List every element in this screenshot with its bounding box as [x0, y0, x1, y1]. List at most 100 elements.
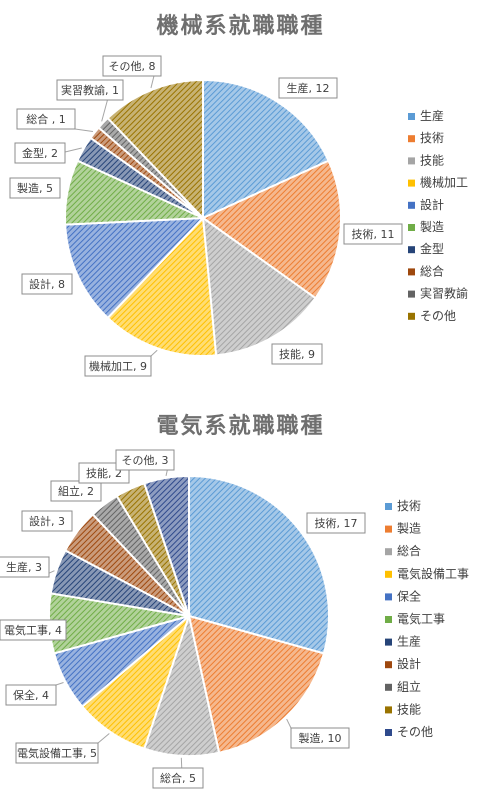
data-label-text: 組立, 2	[58, 484, 94, 498]
legend-entry: 金型	[420, 241, 444, 256]
legend-swatch	[408, 201, 415, 209]
legend-entry: 生産	[397, 634, 421, 649]
data-label: 金型, 2	[14, 142, 66, 164]
data-label-text: 製造, 10	[299, 731, 342, 745]
legend-entry: 電気工事	[397, 611, 445, 626]
data-label: 電気工事, 4	[0, 619, 67, 641]
data-label-text: 生産, 12	[287, 81, 330, 95]
chart-electrical: 電気系就職職種 技術, 17 製造, 10 総合, 5 電気設備工事, 5 保全, 4 電…	[0, 400, 481, 801]
leader-line	[74, 128, 94, 132]
data-label: 生産, 3	[0, 556, 50, 578]
legend-entry: 組立	[397, 679, 421, 694]
legend-swatch	[408, 179, 415, 187]
legend-swatch	[408, 246, 415, 254]
leader-line	[101, 99, 108, 122]
data-label-text: 技能, 2	[86, 466, 122, 480]
legend-swatch	[385, 525, 392, 533]
chart-mechanical: 機械系就職職種 生産, 12 技術, 11 技能, 9 機械加工, 9 設計, 8 製造,…	[0, 0, 481, 400]
leader-line	[97, 733, 110, 744]
data-label-text: その他, 3	[122, 454, 169, 467]
data-label: 製造, 10	[290, 727, 350, 749]
chart-title: 電気系就職職種	[156, 414, 325, 439]
pie-slice-11	[143, 474, 190, 617]
leader-line	[150, 75, 155, 89]
legend-swatch	[385, 706, 392, 714]
data-label-text: 電気設備工事, 5	[17, 746, 97, 760]
data-label: 組立, 2	[50, 480, 102, 502]
legend-swatch	[408, 290, 415, 298]
legend-entry: 総合	[420, 263, 444, 278]
legend-swatch	[408, 135, 415, 143]
legend-swatch	[385, 638, 392, 646]
legend-entry: 設計	[397, 656, 421, 671]
legend-swatch	[385, 593, 392, 601]
data-label: 保全, 4	[5, 684, 57, 706]
data-label-text: 技術, 11	[352, 228, 395, 241]
legend-swatch	[408, 157, 415, 165]
legend-swatch	[408, 224, 415, 231]
leader-line	[55, 682, 64, 686]
leader-line	[286, 718, 292, 729]
legend-entry: 機械加工	[420, 175, 468, 190]
legend-entry: 製造	[420, 220, 444, 234]
legend-swatch	[408, 113, 415, 120]
pie-slice-5	[64, 216, 206, 320]
data-label-text: その他, 8	[109, 60, 156, 73]
data-label-text: 設計, 3	[29, 514, 65, 528]
legend-swatch	[408, 268, 415, 276]
legend-entry: 実習教諭	[420, 286, 468, 301]
legend-entry: 総合	[397, 543, 421, 558]
data-label-text: 総合 , 1	[26, 112, 66, 126]
data-label: 技能, 9	[271, 343, 323, 365]
data-label-text: 総合, 5	[160, 771, 196, 785]
legend-swatch	[385, 503, 392, 510]
legend-swatch	[385, 548, 392, 556]
data-label-text: 設計, 8	[29, 277, 65, 291]
legend-swatch	[385, 661, 392, 669]
pie-chart-electrical: 技術, 17 製造, 10 総合, 5 電気設備工事, 5 保全, 4 電気工事, 4 生産…	[0, 449, 469, 789]
data-label: 実習教諭, 1	[56, 79, 124, 101]
data-label-text: 金型, 2	[22, 146, 58, 160]
data-label: 設計, 8	[21, 273, 73, 295]
legend-entry: 技術	[397, 499, 421, 513]
legend-entry: その他	[420, 309, 456, 323]
pie-slice-1	[202, 78, 330, 220]
pie-slices	[48, 474, 330, 757]
data-label: 機械加工, 9	[84, 355, 152, 377]
data-label-text: 生産, 3	[6, 560, 42, 574]
legend-entry: 製造	[397, 522, 421, 536]
data-label-text: 機械加工, 9	[89, 359, 147, 373]
data-label: 総合 , 1	[16, 108, 76, 130]
leader-line	[150, 349, 158, 357]
legend-swatch	[385, 683, 392, 691]
pie-chart-mechanical: 生産, 12 技術, 11 技能, 9 機械加工, 9 設計, 8 製造, 5 金型, 2 総…	[9, 55, 468, 377]
data-label: 生産, 12	[278, 77, 338, 99]
data-label: 製造, 5	[9, 177, 61, 199]
legend-entry: その他	[397, 725, 433, 739]
data-label: 技術, 11	[343, 223, 403, 245]
data-label: 技能, 2	[78, 462, 130, 484]
data-label-text: 電気工事, 4	[4, 623, 62, 637]
pie-slice-10	[106, 78, 204, 221]
chart-title: 機械系就職職種	[156, 14, 325, 39]
data-label: その他, 3	[115, 449, 175, 471]
data-label-text: 実習教諭, 1	[61, 83, 119, 97]
data-label-text: 製造, 5	[17, 181, 53, 195]
legend-entry: 生産	[420, 108, 444, 123]
leader-line	[48, 570, 55, 574]
leader-line	[165, 469, 168, 476]
legend-swatch	[385, 616, 392, 623]
legend-entry: 技能	[420, 153, 444, 167]
data-label-text: 技能, 9	[279, 347, 315, 361]
leader-line	[64, 147, 82, 153]
legend-swatch	[385, 729, 392, 736]
legend-entry: 保全	[397, 588, 421, 603]
pie-slice-3	[201, 215, 317, 357]
legend-swatch	[408, 312, 415, 320]
pie-slice-2	[201, 159, 342, 300]
pie-slice-4	[106, 215, 218, 357]
pie-slice-2	[187, 614, 326, 754]
data-label: 設計, 3	[21, 510, 73, 532]
